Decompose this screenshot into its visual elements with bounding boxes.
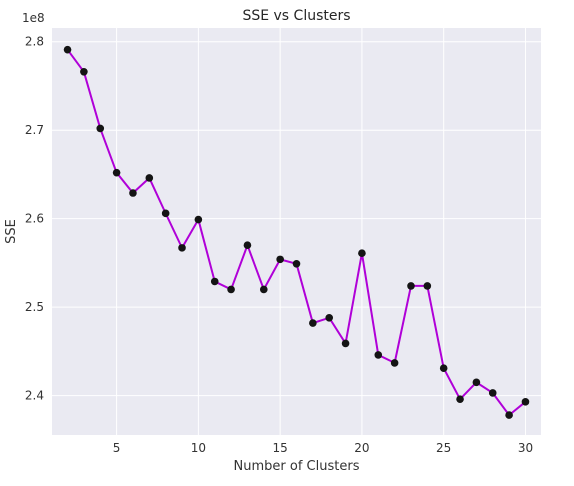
y-tick-label: 2.7 [25,123,44,137]
data-point [521,398,530,406]
y-tick-label: 2.8 [25,35,44,49]
y-tick-label: 2.5 [25,300,44,314]
x-tick-label: 10 [191,441,206,455]
data-point [129,189,137,197]
data-point [194,215,203,224]
y-tick-label: 2.4 [25,389,44,403]
data-point [472,378,481,387]
data-point [423,282,432,290]
x-tick-label: 5 [113,441,121,455]
series-layer [63,45,530,419]
data-point [145,174,154,182]
chart-title: SSE vs Clusters [242,8,350,24]
data-point [63,45,72,54]
data-point [292,259,301,268]
data-point [358,249,366,257]
data-point [374,351,383,359]
x-tick-label: 15 [273,441,288,455]
data-point [488,389,497,397]
data-point [341,339,350,348]
data-point [161,209,170,218]
data-point [407,282,415,290]
y-axis-label: SSE [4,219,19,244]
data-point [80,68,88,76]
x-tick-label: 25 [436,441,451,455]
plot-area [52,28,541,435]
x-axis-ticks: 5 10 15 20 25 30 [113,441,533,455]
data-point [112,168,121,177]
data-point [325,313,334,322]
data-point [456,395,464,403]
data-point [210,277,219,286]
data-point [178,244,186,252]
y-axis-offset-label: 1e8 [22,11,45,25]
data-point [276,255,284,264]
data-point [390,359,399,367]
x-tick-label: 20 [354,441,369,455]
data-point [227,285,235,294]
data-point [505,411,513,419]
grid [52,28,541,435]
data-point [309,319,317,327]
data-point [439,364,448,373]
data-point [243,241,252,250]
data-point [259,285,268,294]
y-tick-label: 2.6 [25,212,44,226]
data-point [96,124,105,133]
y-axis-ticks: 2.4 2.5 2.6 2.7 2.8 [25,35,44,403]
x-tick-label: 30 [518,441,533,455]
x-axis-label: Number of Clusters [234,459,360,474]
